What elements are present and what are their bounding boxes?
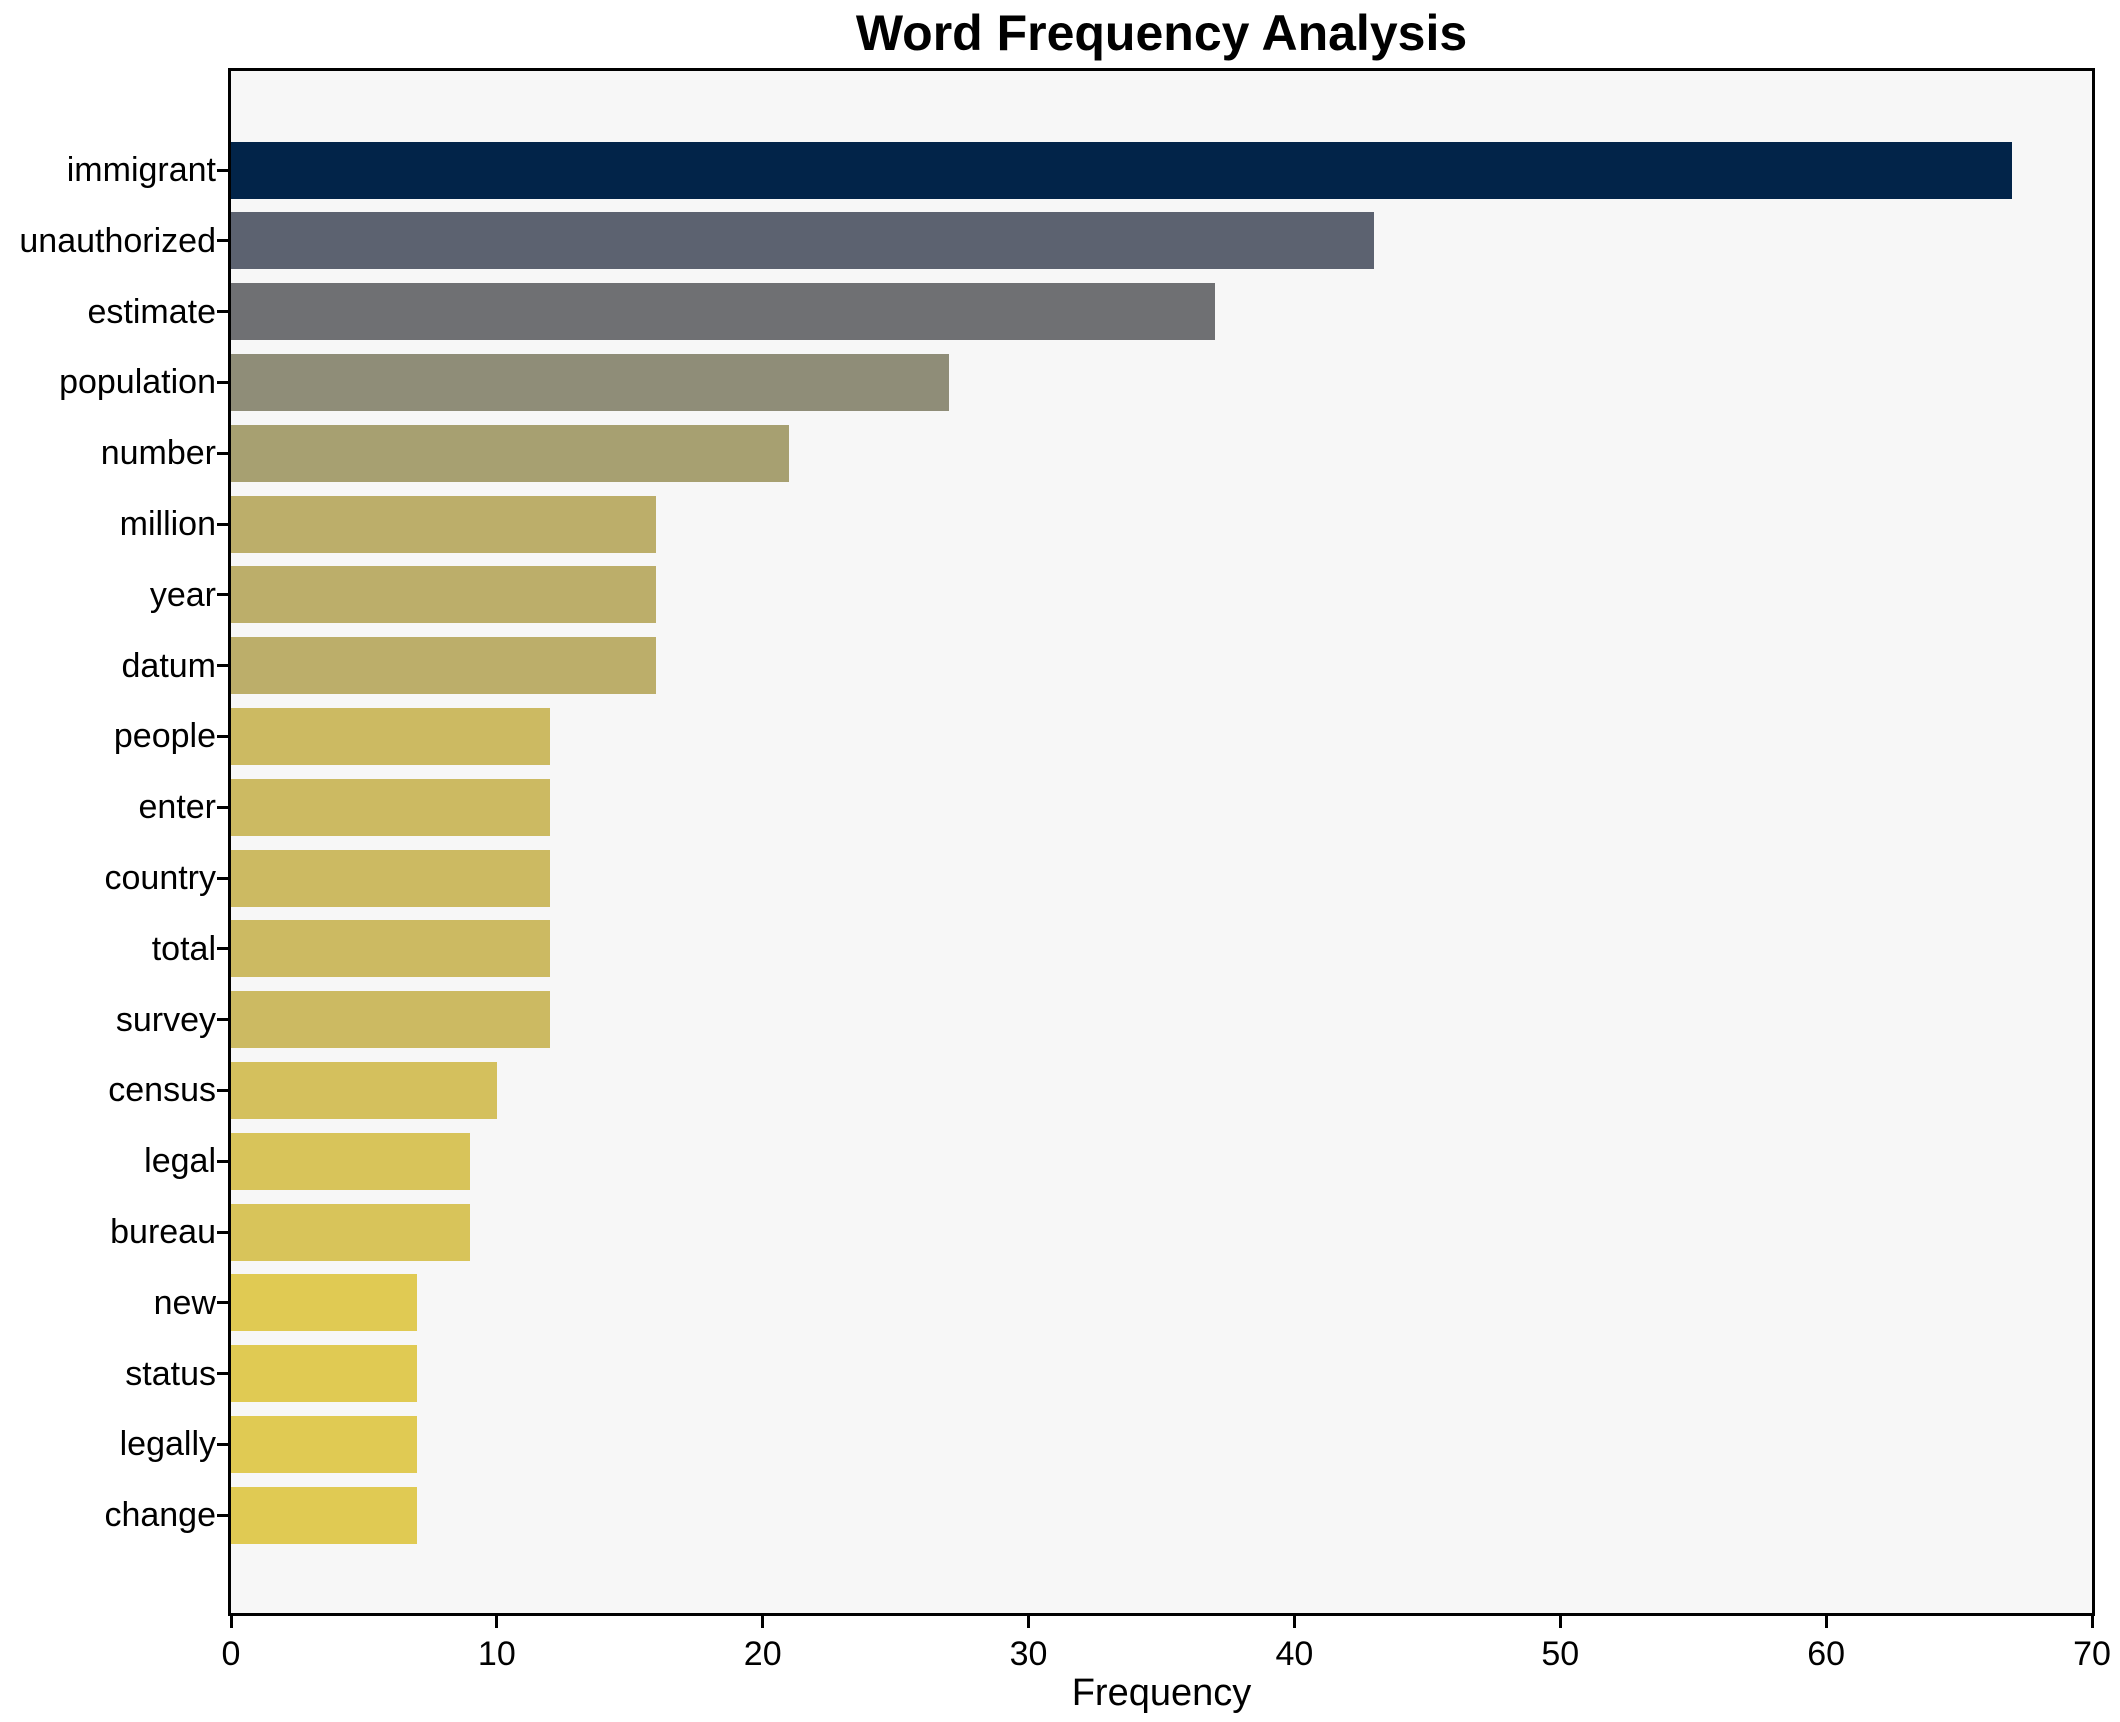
bar-country xyxy=(231,849,551,907)
y-tick-mark xyxy=(217,1018,228,1022)
y-tick-mark xyxy=(217,734,228,738)
y-tick-mark xyxy=(217,1159,228,1163)
y-tick-label-bureau: bureau xyxy=(110,1213,216,1251)
y-tick-label-legal: legal xyxy=(144,1142,216,1181)
y-tick-label-people: people xyxy=(113,717,216,756)
y-tick-label-survey: survey xyxy=(115,1000,216,1039)
x-axis-label: Frequency xyxy=(1071,1672,1252,1714)
y-tick-mark xyxy=(217,239,228,243)
y-tick-mark xyxy=(217,593,228,597)
y-tick-label-population: population xyxy=(59,363,216,402)
y-tick-label-unauthorized: unauthorized xyxy=(19,221,216,260)
y-tick-label-total: total xyxy=(151,929,216,968)
y-tick-mark xyxy=(217,876,228,880)
x-tick-mark xyxy=(1558,1616,1562,1628)
y-tick-mark xyxy=(217,168,228,172)
bar-change xyxy=(231,1486,418,1544)
x-tick-label-20: 20 xyxy=(743,1635,782,1673)
bar-population xyxy=(231,353,949,411)
x-tick-mark xyxy=(229,1616,233,1628)
bar-new xyxy=(231,1274,418,1332)
y-tick-label-country: country xyxy=(104,859,217,897)
y-tick-mark xyxy=(217,1372,228,1376)
y-tick-label-census: census xyxy=(108,1071,216,1110)
plot-area xyxy=(228,68,2095,1616)
bar-number xyxy=(231,424,790,482)
x-tick-label-30: 30 xyxy=(1009,1635,1048,1673)
bar-enter xyxy=(231,778,551,836)
bar-survey xyxy=(231,991,551,1049)
y-tick-mark xyxy=(217,1301,228,1305)
y-tick-label-number: number xyxy=(100,434,216,473)
y-tick-label-year: year xyxy=(149,575,216,614)
bar-estimate xyxy=(231,283,1215,341)
x-tick-label-60: 60 xyxy=(1807,1635,1846,1673)
y-tick-label-estimate: estimate xyxy=(87,292,217,331)
y-tick-label-legally: legally xyxy=(119,1425,216,1464)
y-tick-label-change: change xyxy=(104,1496,216,1535)
bar-immigrant xyxy=(231,141,2013,199)
bar-legally xyxy=(231,1415,418,1473)
x-tick-mark xyxy=(1292,1616,1296,1628)
y-tick-mark xyxy=(217,664,228,668)
y-tick-mark xyxy=(217,1230,228,1234)
y-tick-mark xyxy=(217,451,228,455)
x-tick-mark xyxy=(495,1616,499,1628)
y-tick-label-enter: enter xyxy=(138,788,217,827)
chart-title: Word Frequency Analysis xyxy=(855,5,1468,61)
y-tick-mark xyxy=(217,947,228,951)
bar-legal xyxy=(231,1132,471,1190)
y-tick-label-new: new xyxy=(153,1283,216,1322)
y-tick-mark xyxy=(217,1513,228,1517)
x-tick-label-50: 50 xyxy=(1541,1635,1580,1673)
bar-people xyxy=(231,707,551,765)
x-tick-label-10: 10 xyxy=(477,1635,516,1673)
bar-census xyxy=(231,1061,497,1119)
y-tick-label-immigrant: immigrant xyxy=(66,151,216,189)
bar-year xyxy=(231,566,657,624)
x-tick-label-40: 40 xyxy=(1275,1635,1314,1673)
x-tick-label-70: 70 xyxy=(2073,1635,2111,1673)
y-tick-label-million: million xyxy=(119,505,216,543)
x-tick-mark xyxy=(761,1616,765,1628)
y-tick-mark xyxy=(217,805,228,809)
y-tick-label-status: status xyxy=(125,1354,216,1393)
bar-million xyxy=(231,495,657,553)
y-tick-mark xyxy=(217,1442,228,1446)
x-tick-label-0: 0 xyxy=(221,1635,241,1673)
bar-unauthorized xyxy=(231,212,1375,270)
bar-bureau xyxy=(231,1203,471,1261)
y-tick-mark xyxy=(217,380,228,384)
bar-datum xyxy=(231,637,657,695)
bar-status xyxy=(231,1345,418,1403)
y-tick-mark xyxy=(217,310,228,314)
y-tick-label-datum: datum xyxy=(121,646,217,685)
y-tick-mark xyxy=(217,1088,228,1092)
y-tick-mark xyxy=(217,522,228,526)
bar-total xyxy=(231,920,551,978)
x-tick-mark xyxy=(2090,1616,2094,1628)
x-tick-mark xyxy=(1027,1616,1031,1628)
x-tick-mark xyxy=(1824,1616,1828,1628)
